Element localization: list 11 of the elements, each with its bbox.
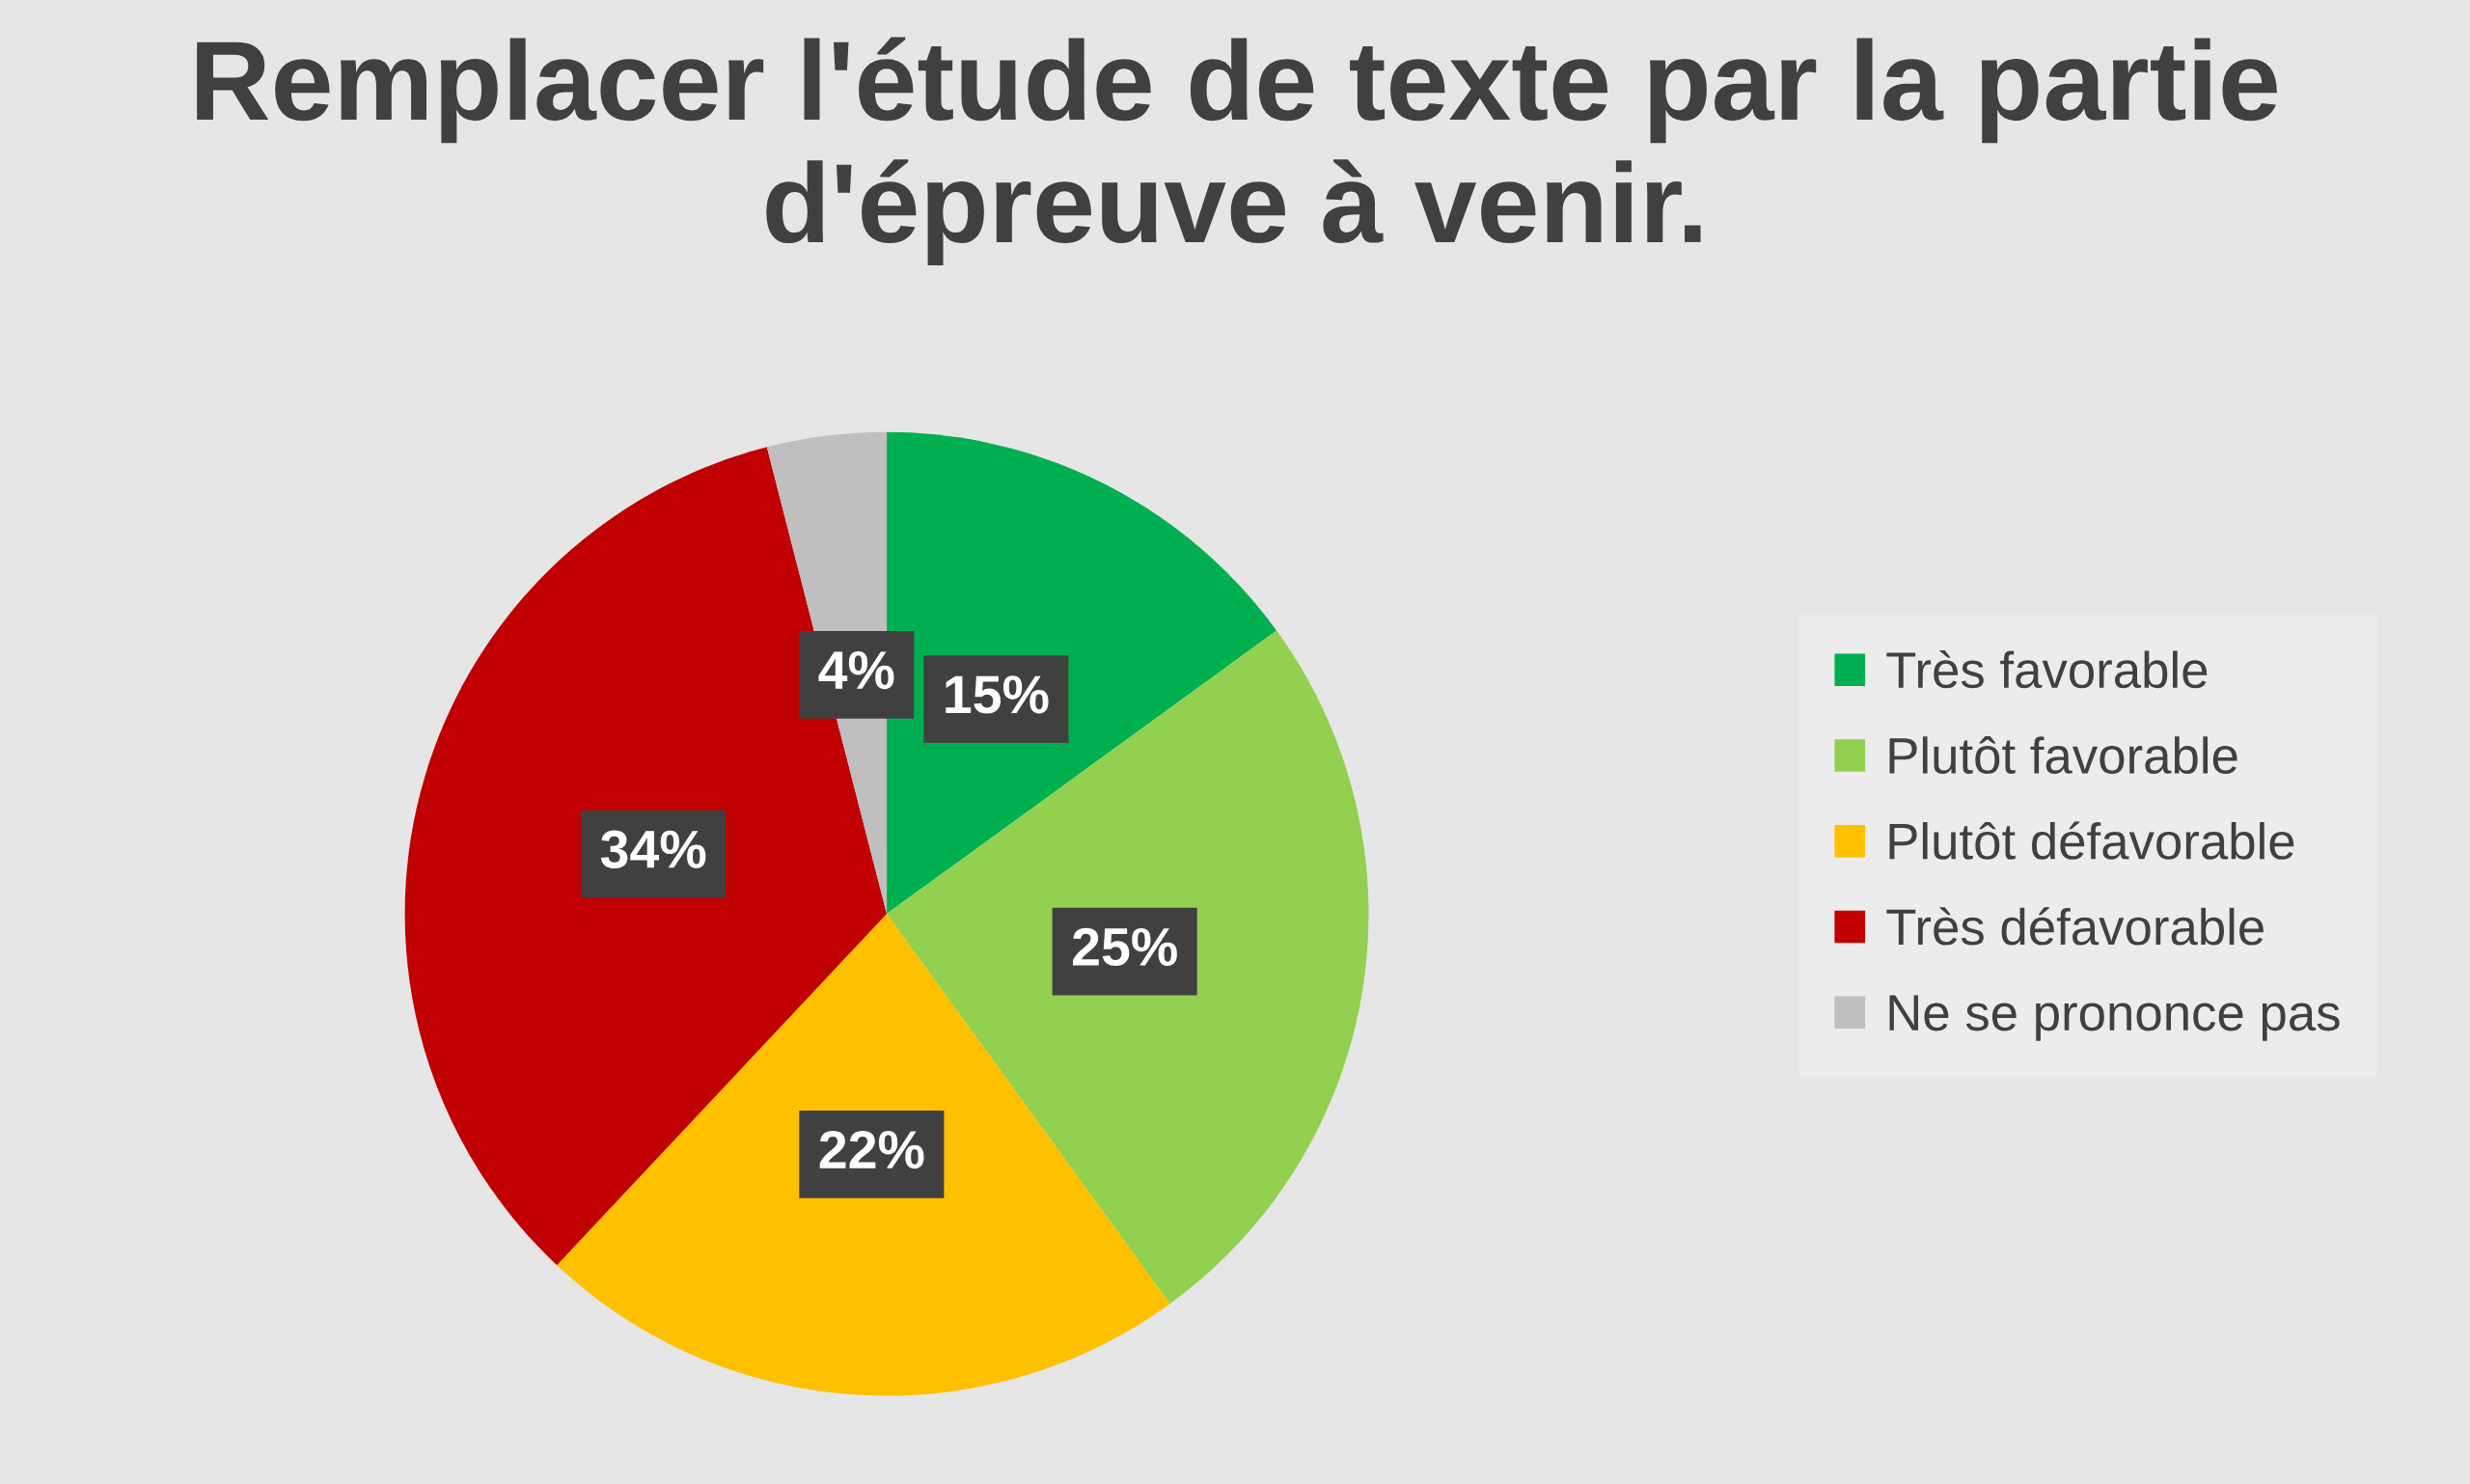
data-label: 4% (818, 651, 894, 690)
data-label: 34% (600, 830, 706, 868)
legend-label: Très défavorable (1886, 907, 2264, 946)
legend-label: Plutôt défavorable (1889, 821, 2294, 860)
data-label: 15% (946, 675, 1049, 714)
legend-label: Ne se prononce pas (1889, 995, 2340, 1041)
legend-label: Très favorable (1886, 649, 2208, 689)
chart-title: Remplacer l'étude de texte par la partie d'épreuve à venir. (197, 37, 2277, 266)
data-label: 22% (819, 1130, 924, 1169)
data-label: 25% (1073, 927, 1177, 967)
legend-label: Plutôt favorable (1889, 736, 2237, 775)
